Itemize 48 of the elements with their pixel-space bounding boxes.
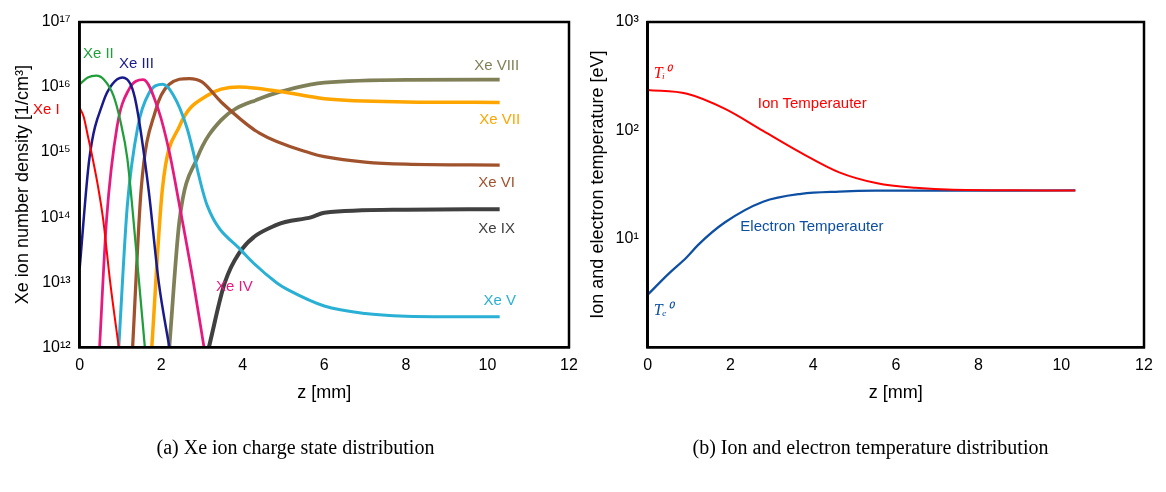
y-tick-label: 10¹⁶ bbox=[40, 77, 71, 95]
x-tick-label: 2 bbox=[725, 356, 735, 374]
series-label: Xe VII bbox=[479, 109, 521, 127]
series-label: Xe I bbox=[32, 99, 60, 117]
y-tick-label: 10¹² bbox=[42, 337, 72, 355]
x-tick-label: 12 bbox=[560, 356, 578, 374]
x-tick-label: 0 bbox=[643, 356, 653, 374]
line-series bbox=[98, 78, 206, 348]
series-label: Electron Temperauter bbox=[740, 216, 884, 234]
series-label: Xe IX bbox=[478, 219, 516, 237]
x-tick-label: 8 bbox=[401, 356, 411, 374]
line-series bbox=[79, 74, 146, 348]
x-tick-label: 10 bbox=[478, 356, 497, 374]
line-series bbox=[647, 88, 1077, 192]
y-tick-label: 10¹³ bbox=[42, 272, 72, 290]
x-tick-label: 10 bbox=[1052, 356, 1071, 374]
x-tick-label: 0 bbox=[75, 356, 85, 374]
x-tick-label: 6 bbox=[891, 356, 901, 374]
line-series bbox=[206, 207, 502, 348]
series-label: Xe V bbox=[483, 290, 516, 308]
x-tick-label: 8 bbox=[974, 356, 984, 374]
annotation: Tₑ⁰ bbox=[653, 300, 676, 318]
series-label: Ion Temperauter bbox=[757, 94, 867, 112]
line-series bbox=[647, 189, 1077, 296]
x-tick-label: 4 bbox=[808, 356, 818, 374]
text: (a) Xe ion charge state distribution bbox=[155, 436, 436, 459]
x-axis-title: z [mm] bbox=[297, 382, 352, 403]
y-tick-label: 10² bbox=[615, 120, 640, 138]
x-tick-label: 2 bbox=[156, 356, 166, 374]
text: (b) Ion and electron temperature distribution bbox=[691, 436, 1050, 459]
x-tick-label: 12 bbox=[1135, 356, 1153, 374]
x-axis-title: z [mm] bbox=[868, 382, 923, 403]
series-label: Xe III bbox=[118, 53, 154, 71]
annotation: Tᵢ⁰ bbox=[653, 64, 675, 82]
y-axis-title: Xe ion number density [1/cm³] bbox=[11, 65, 32, 305]
y-tick-label: 10¹⁷ bbox=[41, 12, 71, 30]
y-tick-label: 10¹⁴ bbox=[40, 207, 71, 225]
series-label: Xe VIII bbox=[474, 55, 520, 73]
y-tick-label: 10¹⁵ bbox=[40, 142, 71, 160]
x-tick-label: 4 bbox=[238, 356, 248, 374]
line-series bbox=[79, 106, 120, 348]
y-tick-label: 10¹ bbox=[615, 229, 639, 247]
y-tick-label: 10³ bbox=[615, 12, 640, 30]
series-label: Xe II bbox=[82, 43, 114, 61]
series-label: Xe VI bbox=[478, 173, 516, 191]
x-tick-label: 6 bbox=[319, 356, 329, 374]
line-series bbox=[79, 76, 171, 348]
y-axis-title: Ion and electron temperature [eV] bbox=[586, 50, 607, 319]
